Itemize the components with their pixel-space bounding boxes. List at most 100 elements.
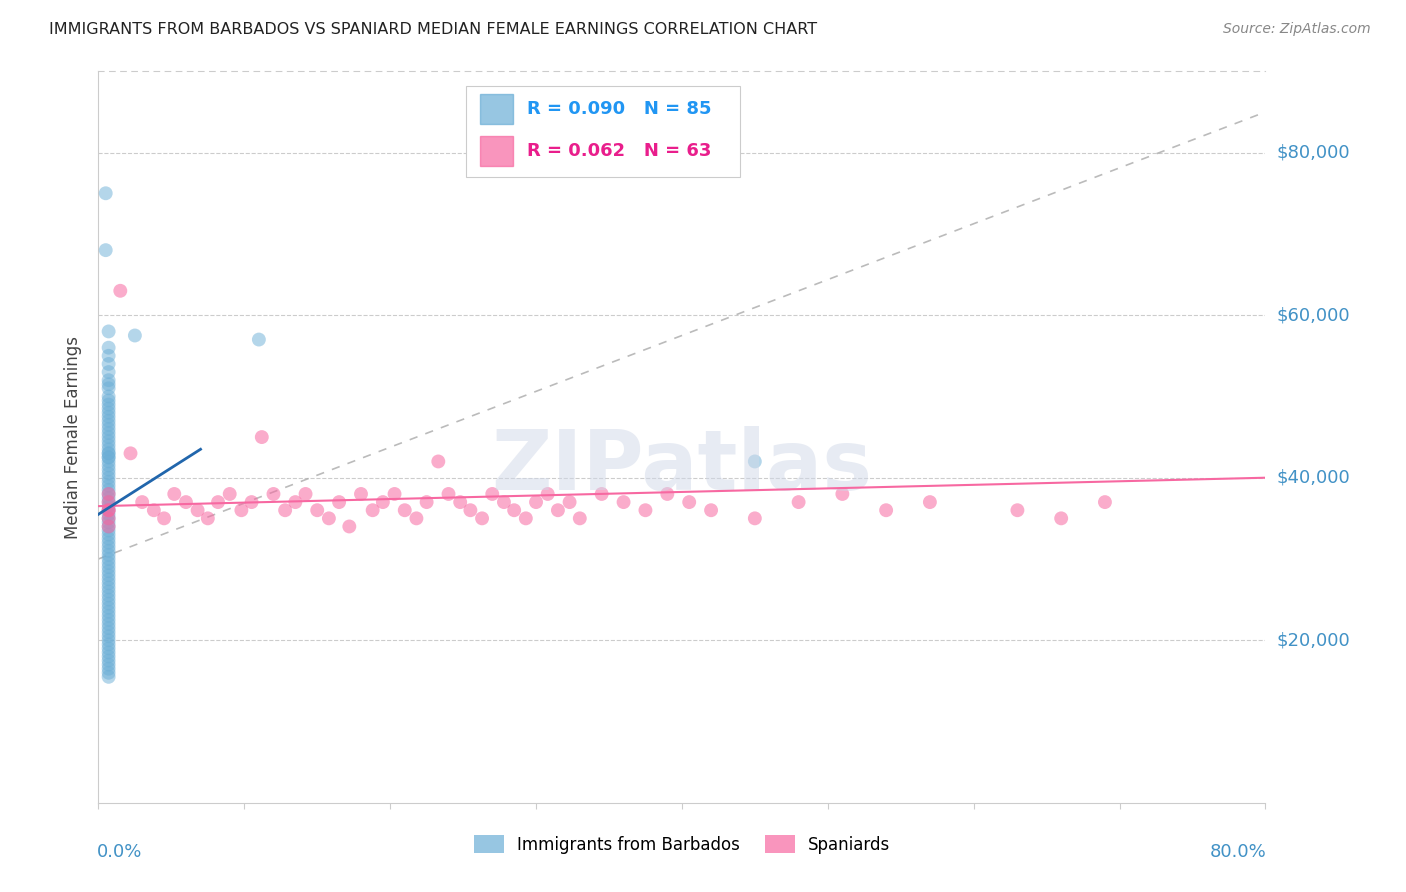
Point <box>250 430 273 444</box>
Point <box>97 393 120 408</box>
Point <box>831 487 853 501</box>
Point <box>657 487 679 501</box>
Text: $20,000: $20,000 <box>1277 632 1350 649</box>
Point <box>97 483 120 497</box>
Point <box>97 633 120 648</box>
Point <box>1007 503 1029 517</box>
Point <box>97 605 120 619</box>
Point <box>591 487 613 501</box>
Point <box>97 527 120 541</box>
Point <box>97 471 120 485</box>
Point <box>97 511 120 525</box>
Point <box>262 487 284 501</box>
Point <box>97 524 120 538</box>
Point <box>97 597 120 611</box>
Point <box>97 357 120 371</box>
Y-axis label: Median Female Earnings: Median Female Earnings <box>65 335 83 539</box>
Point <box>94 243 117 257</box>
Point <box>97 495 120 509</box>
Point <box>97 657 120 672</box>
Point <box>97 670 120 684</box>
Point <box>97 373 120 387</box>
Point <box>97 548 120 562</box>
Point <box>97 389 120 403</box>
Point <box>97 572 120 586</box>
Point <box>97 564 120 578</box>
Point <box>97 446 120 460</box>
Point <box>97 503 120 517</box>
Point <box>94 186 117 201</box>
Point <box>318 511 340 525</box>
Point <box>558 495 581 509</box>
Point <box>197 511 219 525</box>
Point <box>405 511 427 525</box>
Point <box>97 365 120 379</box>
Point <box>97 613 120 627</box>
Point <box>361 503 384 517</box>
Point <box>97 503 120 517</box>
Point <box>97 450 120 465</box>
Point <box>547 503 569 517</box>
Point <box>371 495 394 509</box>
Point <box>503 503 526 517</box>
Point <box>97 621 120 635</box>
Point <box>678 495 700 509</box>
Point <box>97 665 120 680</box>
Point <box>97 584 120 599</box>
Point <box>97 438 120 452</box>
Point <box>97 600 120 615</box>
Point <box>384 487 406 501</box>
Point <box>875 503 897 517</box>
Legend: Immigrants from Barbados, Spaniards: Immigrants from Barbados, Spaniards <box>467 829 897 860</box>
Point <box>97 377 120 392</box>
Point <box>124 328 146 343</box>
Point <box>350 487 373 501</box>
Point <box>1094 495 1116 509</box>
Text: ZIPatlas: ZIPatlas <box>492 425 872 507</box>
Point <box>97 430 120 444</box>
Point <box>142 503 165 517</box>
Point <box>284 495 307 509</box>
Point <box>568 511 591 525</box>
Point <box>97 398 120 412</box>
Point <box>97 458 120 473</box>
Point <box>97 519 120 533</box>
Point <box>97 516 120 530</box>
Point <box>247 333 270 347</box>
Point <box>97 422 120 436</box>
Point <box>787 495 810 509</box>
Point <box>97 479 120 493</box>
Point <box>97 662 120 676</box>
Point <box>744 454 766 468</box>
Point <box>97 454 120 468</box>
Text: 80.0%: 80.0% <box>1209 843 1267 861</box>
Point <box>97 556 120 570</box>
Point <box>328 495 350 509</box>
Point <box>97 535 120 549</box>
Point <box>97 508 120 522</box>
Point <box>700 503 723 517</box>
Point <box>294 487 316 501</box>
Point <box>97 649 120 664</box>
Point <box>97 495 120 509</box>
Point <box>97 654 120 668</box>
Point <box>163 487 186 501</box>
Point <box>537 487 560 501</box>
Point <box>97 414 120 428</box>
Point <box>97 450 120 465</box>
Point <box>427 454 450 468</box>
Point <box>97 544 120 558</box>
Point <box>97 487 120 501</box>
Point <box>97 629 120 643</box>
Point <box>174 495 197 509</box>
Point <box>97 446 120 460</box>
Bar <box>479 136 513 167</box>
Point <box>97 381 120 395</box>
Point <box>97 425 120 440</box>
Point <box>97 581 120 595</box>
Bar <box>479 94 513 124</box>
Point <box>97 434 120 449</box>
Point <box>97 475 120 489</box>
Point <box>97 442 120 457</box>
Point <box>97 499 120 513</box>
